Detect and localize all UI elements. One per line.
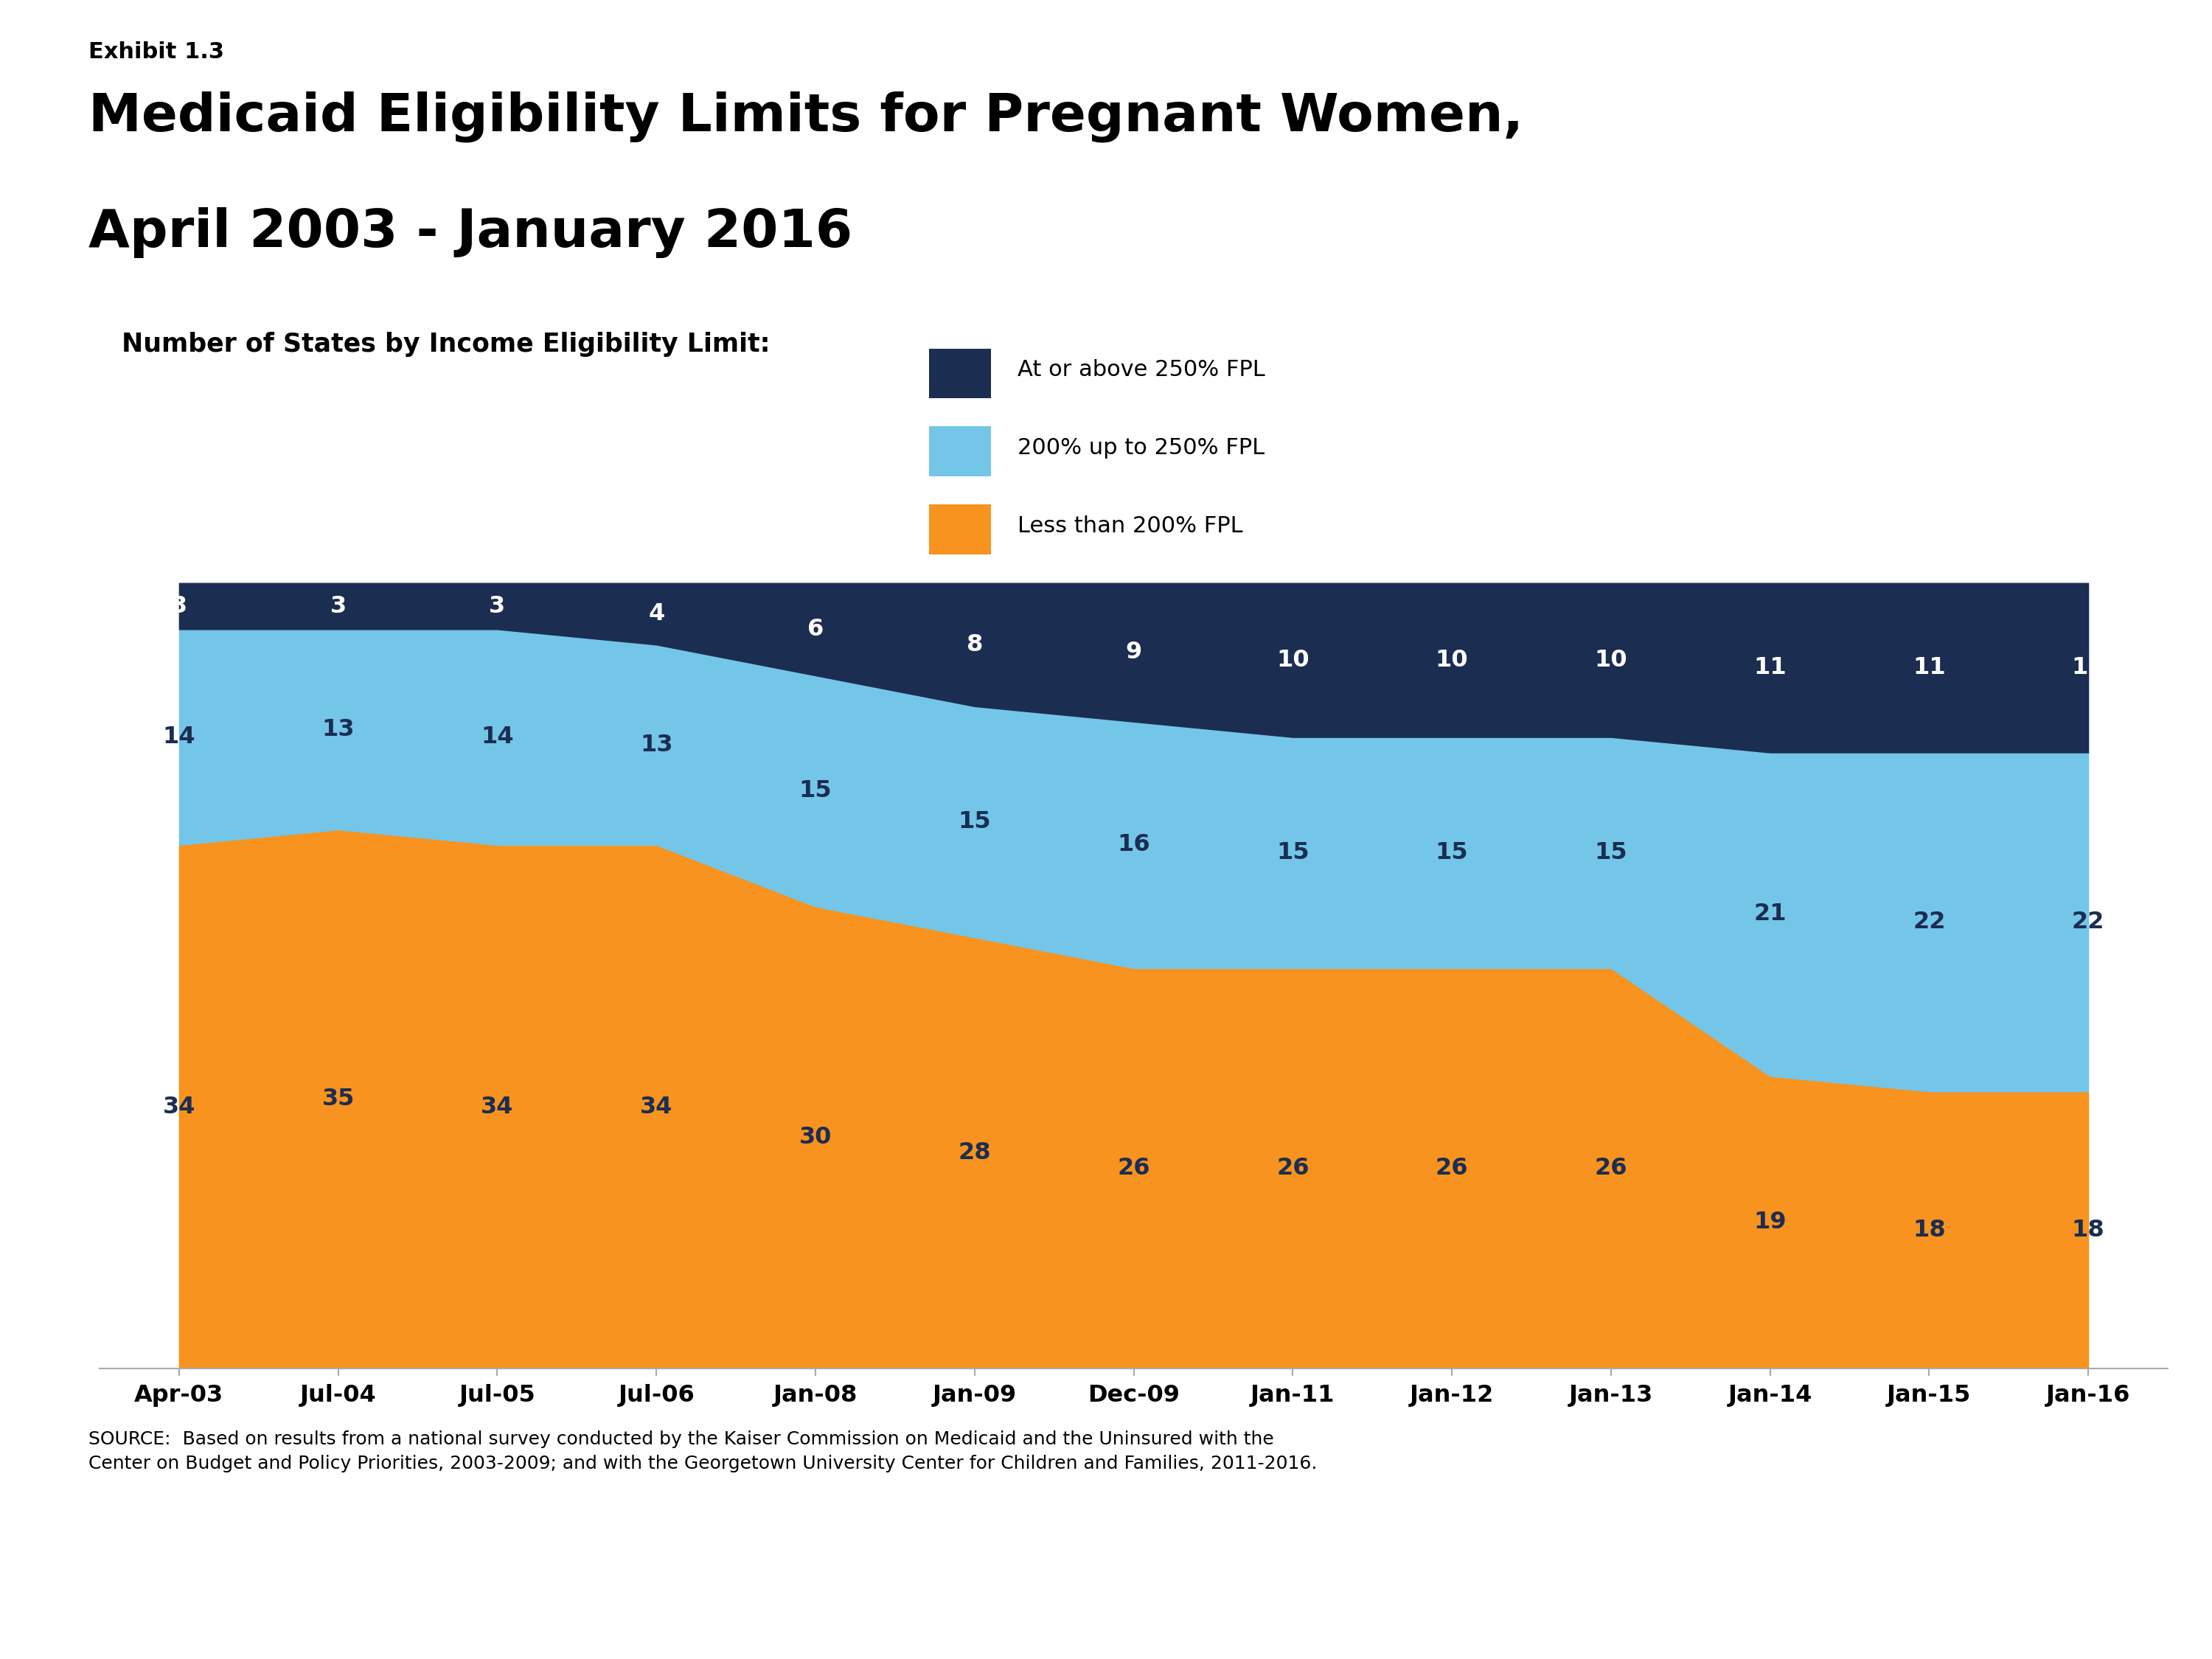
Text: 3: 3 bbox=[330, 594, 347, 617]
Text: 34: 34 bbox=[164, 1095, 195, 1118]
Text: 16: 16 bbox=[1117, 833, 1150, 856]
Text: 26: 26 bbox=[1276, 1156, 1310, 1180]
Text: 10: 10 bbox=[1276, 649, 1310, 672]
Text: 15: 15 bbox=[1436, 841, 1469, 864]
Text: 22: 22 bbox=[1913, 911, 1947, 934]
Text: FOUNDATION: FOUNDATION bbox=[1947, 1581, 2046, 1594]
Text: 11: 11 bbox=[1754, 657, 1787, 679]
Text: 34: 34 bbox=[480, 1095, 513, 1118]
Text: 34: 34 bbox=[639, 1095, 672, 1118]
Text: 18: 18 bbox=[1913, 1219, 1947, 1241]
Text: 15: 15 bbox=[799, 780, 832, 803]
Text: 15: 15 bbox=[958, 810, 991, 833]
Text: 18: 18 bbox=[2073, 1219, 2104, 1241]
Text: Number of States by Income Eligibility Limit:: Number of States by Income Eligibility L… bbox=[122, 332, 770, 357]
Text: 19: 19 bbox=[1754, 1211, 1787, 1234]
Text: 4: 4 bbox=[648, 602, 664, 625]
Text: THE HENRY J.: THE HENRY J. bbox=[1947, 1477, 2046, 1490]
Text: 3: 3 bbox=[489, 594, 504, 617]
Text: 10: 10 bbox=[1436, 649, 1469, 672]
Text: KAISER: KAISER bbox=[1955, 1508, 2037, 1528]
Text: Less than 200% FPL: Less than 200% FPL bbox=[1018, 516, 1243, 536]
Text: 28: 28 bbox=[958, 1141, 991, 1165]
Text: 6: 6 bbox=[807, 617, 823, 640]
Text: 35: 35 bbox=[321, 1088, 354, 1110]
Text: 11: 11 bbox=[2073, 657, 2104, 679]
Text: 26: 26 bbox=[1436, 1156, 1469, 1180]
Text: 22: 22 bbox=[2073, 911, 2104, 934]
Text: Medicaid Eligibility Limits for Pregnant Women,: Medicaid Eligibility Limits for Pregnant… bbox=[88, 91, 1524, 143]
Text: 3: 3 bbox=[170, 594, 188, 617]
Text: 13: 13 bbox=[639, 733, 672, 757]
Text: April 2003 - January 2016: April 2003 - January 2016 bbox=[88, 207, 852, 259]
Text: SOURCE:  Based on results from a national survey conducted by the Kaiser Commiss: SOURCE: Based on results from a national… bbox=[88, 1430, 1316, 1473]
Text: Exhibit 1.3: Exhibit 1.3 bbox=[88, 41, 223, 63]
Text: 26: 26 bbox=[1117, 1156, 1150, 1180]
Text: 21: 21 bbox=[1754, 902, 1787, 926]
Text: 13: 13 bbox=[321, 718, 354, 742]
Text: 200% up to 250% FPL: 200% up to 250% FPL bbox=[1018, 438, 1265, 458]
Text: 11: 11 bbox=[1913, 657, 1947, 679]
Text: 15: 15 bbox=[1276, 841, 1310, 864]
Text: At or above 250% FPL: At or above 250% FPL bbox=[1018, 360, 1265, 380]
Text: 15: 15 bbox=[1595, 841, 1628, 864]
Text: 10: 10 bbox=[1595, 649, 1628, 672]
Text: 8: 8 bbox=[967, 634, 982, 655]
Text: 14: 14 bbox=[480, 725, 513, 748]
Text: 9: 9 bbox=[1126, 640, 1141, 664]
Text: 30: 30 bbox=[799, 1126, 832, 1150]
Text: FAMILY: FAMILY bbox=[1955, 1543, 2037, 1563]
Text: 26: 26 bbox=[1595, 1156, 1628, 1180]
Text: 14: 14 bbox=[164, 725, 195, 748]
